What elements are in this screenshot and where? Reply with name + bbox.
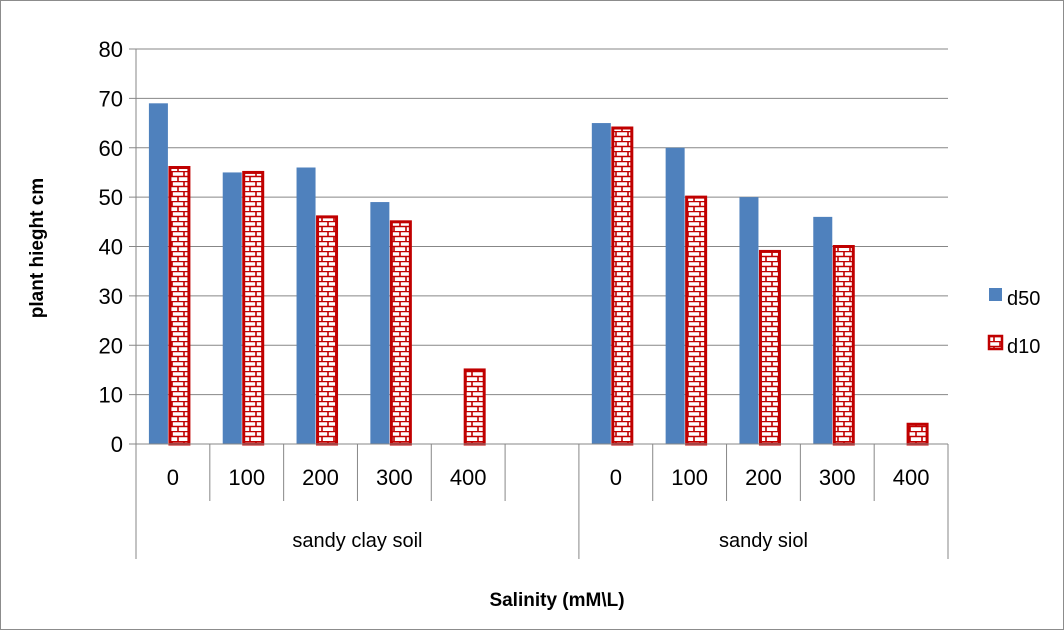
legend-swatch-d10 — [987, 334, 1004, 351]
y-tick-label: 30 — [99, 284, 123, 309]
bar-d50 — [591, 123, 611, 444]
x-tick-label: 100 — [228, 465, 265, 490]
y-tick-label: 10 — [99, 383, 123, 408]
bars — [148, 103, 929, 446]
bar-d50 — [148, 103, 168, 444]
bar-d10 — [758, 249, 781, 446]
y-tick-label: 70 — [99, 86, 123, 111]
bar-d10 — [242, 170, 265, 446]
y-axis: 0 10 20 30 40 50 60 70 80 — [99, 37, 137, 457]
bar-d10 — [611, 126, 634, 446]
x-tick-label: 400 — [893, 465, 930, 490]
bar-d50 — [665, 147, 685, 444]
bar-d10 — [168, 166, 191, 446]
x-tick-label: 200 — [745, 465, 782, 490]
gridlines — [136, 48, 948, 445]
legend-swatch-d50 — [989, 288, 1002, 301]
bar-d50 — [296, 167, 316, 444]
y-tick-label: 80 — [99, 37, 123, 62]
x-axis-title: Salinity (mM\L) — [489, 590, 624, 611]
bar-d10 — [906, 422, 929, 446]
y-tick-label: 20 — [99, 333, 123, 358]
bar-d10 — [463, 368, 486, 446]
x-tick-label: 400 — [450, 465, 487, 490]
bar-d10 — [316, 215, 339, 446]
x-group-label: sandy clay soil — [292, 530, 422, 552]
y-tick-label: 60 — [99, 136, 123, 161]
bar-d10 — [389, 220, 412, 446]
legend-label: d10 — [1007, 336, 1040, 358]
x-tick-label: 100 — [671, 465, 708, 490]
x-tick-label: 200 — [302, 465, 339, 490]
bar-d50 — [222, 172, 242, 444]
y-tick-label: 50 — [99, 185, 123, 210]
legend: d50 d10 — [987, 288, 1040, 358]
bar-d50 — [813, 216, 833, 444]
x-tick-label: 0 — [610, 465, 622, 490]
x-axis: 0 100 200 300 400 0 100 200 300 400 sandy clay soi… — [135, 443, 949, 559]
bar-d10 — [832, 245, 855, 446]
x-tick-label: 0 — [167, 465, 179, 490]
x-tick-label: 300 — [376, 465, 413, 490]
legend-label: d50 — [1007, 288, 1040, 310]
y-axis-title: plant hieght cm — [27, 178, 48, 318]
x-group-label: sandy siol — [719, 530, 808, 552]
bar-d10 — [685, 195, 708, 446]
bar-d50 — [739, 197, 759, 444]
bar-d50 — [370, 202, 390, 444]
x-tick-label: 300 — [819, 465, 856, 490]
y-tick-label: 0 — [111, 432, 123, 457]
y-tick-label: 40 — [99, 235, 123, 260]
